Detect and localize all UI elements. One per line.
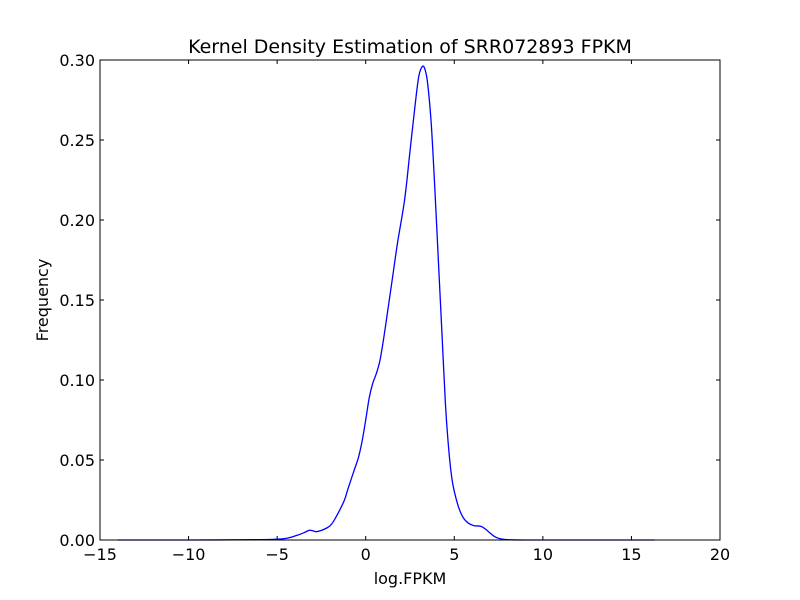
x-tick-label: −10: [172, 545, 206, 564]
y-axis-title: Frequency: [33, 259, 52, 342]
x-tick-label: 0: [361, 545, 371, 564]
kde-series-line: [117, 65, 655, 541]
y-tick-label: 0.30: [59, 51, 95, 70]
y-tick-label: 0.10: [59, 371, 95, 390]
x-tick-label: 10: [533, 545, 553, 564]
plot-frame: [99, 59, 721, 541]
y-tick-label: 0.05: [59, 451, 95, 470]
x-tick-label: 15: [621, 545, 641, 564]
x-tick-label: 20: [710, 545, 730, 564]
x-tick-label: 5: [449, 545, 459, 564]
y-tick-label: 0.15: [59, 291, 95, 310]
x-tick-label: −5: [265, 545, 289, 564]
x-axis-title: log.FPKM: [374, 569, 447, 588]
y-tick-label: 0.20: [59, 211, 95, 230]
x-tick-label: −15: [83, 545, 117, 564]
y-tick-label: 0.25: [59, 131, 95, 150]
y-tick-label: 0.00: [59, 531, 95, 550]
axis-tick-labels: −15 −10 −5 0 5 10 15 20 0.00 0.05 0.10 0.15 0.20 0.25…: [59, 51, 730, 564]
chart-title: Kernel Density Estimation of SRR072893 F…: [188, 36, 632, 58]
